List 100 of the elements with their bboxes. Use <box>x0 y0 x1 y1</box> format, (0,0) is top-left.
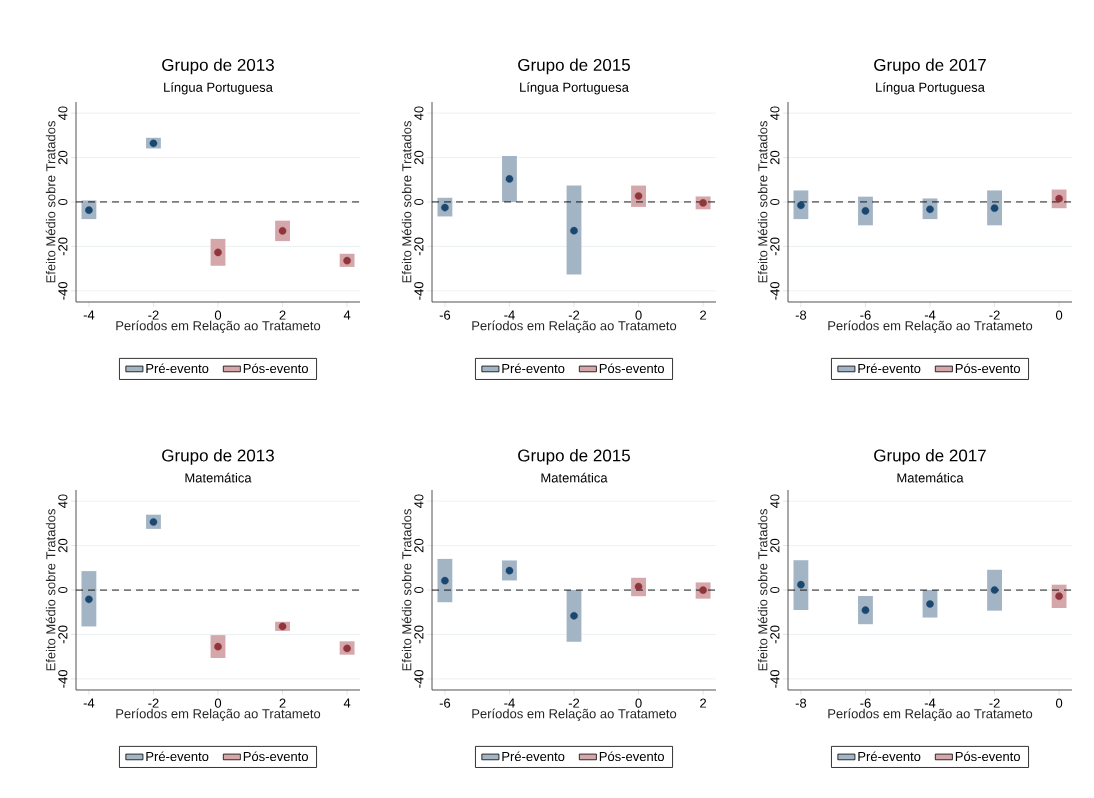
y-tick-label: 40 <box>58 494 68 509</box>
x-tick-label: 2 <box>700 310 707 320</box>
point <box>699 586 707 595</box>
x-tick-label: -6 <box>860 310 871 320</box>
legend-label: Pós-evento <box>243 751 308 762</box>
x-tick-label: -6 <box>439 698 451 708</box>
x-tick-label: 0 <box>635 310 642 320</box>
x-axis-title: Períodos em Relação ao Tratameto <box>828 708 1033 721</box>
x-axis-title: Períodos em Relação ao Tratameto <box>116 708 321 721</box>
x-tick-label: -4 <box>504 698 515 708</box>
x-axis-title: Períodos em Relação ao Tratameto <box>116 320 321 333</box>
y-tick-label: -40 <box>770 670 780 688</box>
y-tick-label: 20 <box>770 150 780 165</box>
chart-title: Grupo de 2013 <box>162 449 274 465</box>
legend-label: Pré-evento <box>858 363 921 374</box>
x-tick-label: -8 <box>795 310 807 320</box>
x-tick-label: -2 <box>148 310 159 320</box>
y-tick-label: -40 <box>58 282 68 300</box>
legend-label: Pré-evento <box>502 751 565 762</box>
point <box>797 580 805 589</box>
point <box>441 576 449 585</box>
y-tick-label: 20 <box>414 538 424 553</box>
point <box>343 644 351 653</box>
y-tick-label: -40 <box>770 282 780 300</box>
x-tick-label: -2 <box>568 698 580 708</box>
point <box>634 582 643 591</box>
bar <box>566 590 582 642</box>
x-tick-label: -2 <box>989 310 1000 320</box>
y-tick-label: 40 <box>770 494 780 509</box>
y-tick-label: 0 <box>58 586 68 594</box>
point <box>85 206 93 215</box>
x-tick-label: -6 <box>439 310 451 320</box>
point <box>699 199 707 207</box>
point <box>85 595 93 604</box>
y-tick-label: -20 <box>414 625 424 644</box>
legend-label: Pós-evento <box>243 363 308 374</box>
x-axis-title: Períodos em Relação ao Tratameto <box>472 708 677 721</box>
legend-label: Pré-evento <box>146 751 209 762</box>
chart-title: Grupo de 2015 <box>518 58 630 75</box>
y-tick-label: 20 <box>58 538 68 553</box>
legend-label: Pós-evento <box>955 363 1020 374</box>
bar <box>81 571 97 627</box>
chart-subtitle: Matemática <box>541 472 608 483</box>
x-tick-label: 2 <box>279 310 286 320</box>
point <box>634 192 643 200</box>
y-tick-label: -40 <box>414 282 424 300</box>
x-tick-label: -4 <box>83 310 95 320</box>
y-tick-label: 40 <box>58 106 68 121</box>
y-axis-title: Efeito Médio sobre Tratados <box>757 121 768 283</box>
x-tick-label: 0 <box>635 698 642 708</box>
x-tick-label: 0 <box>214 698 222 708</box>
x-tick-label: 0 <box>1055 310 1063 320</box>
x-axis-title: Períodos em Relação ao Tratameto <box>472 320 677 333</box>
y-tick-label: 40 <box>414 106 424 121</box>
bar <box>566 185 582 275</box>
x-tick-label: -4 <box>924 698 936 708</box>
chart-title: Grupo de 2015 <box>518 449 630 465</box>
chart-subtitle: Língua Portuguesa <box>164 82 273 95</box>
y-axis-title: Efeito Médio sobre Tratados <box>401 509 412 671</box>
chart-subtitle: Matemática <box>897 472 964 483</box>
x-tick-label: -2 <box>568 310 580 320</box>
legend-label: Pré-evento <box>146 363 209 374</box>
x-axis-title: Períodos em Relação ao Tratameto <box>828 320 1033 333</box>
y-tick-label: 40 <box>770 106 780 121</box>
point <box>990 204 999 213</box>
y-tick-label: 40 <box>414 494 424 509</box>
y-tick-label: 0 <box>770 586 780 594</box>
x-tick-label: 4 <box>343 698 351 708</box>
chart-subtitle: Matemática <box>185 472 252 483</box>
point <box>1055 194 1063 203</box>
point <box>926 205 934 214</box>
y-axis-title: Efeito Médio sobre Tratados <box>401 121 412 283</box>
point <box>570 611 578 620</box>
x-tick-label: -2 <box>148 698 159 708</box>
point <box>214 248 222 257</box>
chart-title: Grupo de 2013 <box>162 58 274 75</box>
x-tick-label: 0 <box>214 310 222 320</box>
bar <box>502 156 517 202</box>
y-tick-label: -20 <box>414 237 424 256</box>
x-tick-label: 2 <box>700 698 707 708</box>
legend-label: Pré-evento <box>502 363 565 374</box>
point <box>441 203 449 212</box>
legend-label: Pós-evento <box>599 751 664 762</box>
point <box>1055 592 1063 601</box>
point <box>797 201 805 210</box>
legend-label: Pós-evento <box>599 363 664 374</box>
chart-subtitle: Língua Portuguesa <box>876 82 985 95</box>
chart-title: Grupo de 2017 <box>874 58 986 75</box>
chart-subtitle: Língua Portuguesa <box>520 82 629 95</box>
x-tick-label: -4 <box>83 698 95 708</box>
y-axis-title: Efeito Médio sobre Tratados <box>45 509 56 671</box>
y-tick-label: 0 <box>770 198 780 206</box>
y-tick-label: 0 <box>414 586 424 594</box>
y-axis-title: Efeito Médio sobre Tratados <box>757 509 768 671</box>
y-axis-title: Efeito Médio sobre Tratados <box>45 121 56 283</box>
x-tick-label: -6 <box>860 698 871 708</box>
y-tick-label: -40 <box>414 670 424 688</box>
y-tick-label: -20 <box>770 237 780 256</box>
point <box>214 642 222 651</box>
y-tick-label: 20 <box>414 150 424 165</box>
